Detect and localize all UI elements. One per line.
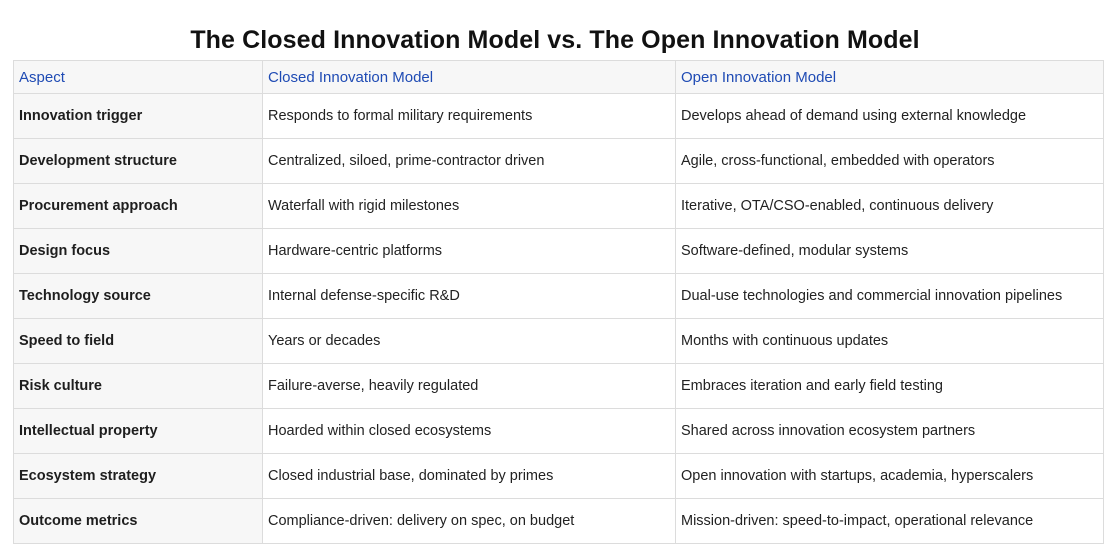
closed-model-cell: Centralized, siloed, prime-contractor dr… — [262, 138, 676, 184]
table-row: Technology source Internal defense-speci… — [13, 273, 1104, 319]
aspect-cell: Risk culture — [13, 363, 263, 409]
open-model-cell: Embraces iteration and early field testi… — [675, 363, 1104, 409]
header-open-model: Open Innovation Model — [675, 60, 1104, 94]
aspect-cell: Design focus — [13, 228, 263, 274]
open-model-cell: Dual-use technologies and commercial inn… — [675, 273, 1104, 319]
table-row: Risk culture Failure-averse, heavily reg… — [13, 363, 1104, 409]
aspect-cell: Innovation trigger — [13, 93, 263, 139]
table-row: Intellectual property Hoarded within clo… — [13, 408, 1104, 454]
aspect-cell: Development structure — [13, 138, 263, 184]
header-closed-model: Closed Innovation Model — [262, 60, 676, 94]
header-aspect: Aspect — [13, 60, 263, 94]
closed-model-cell: Responds to formal military requirements — [262, 93, 676, 139]
table-row: Ecosystem strategy Closed industrial bas… — [13, 453, 1104, 499]
closed-model-cell: Failure-averse, heavily regulated — [262, 363, 676, 409]
table-row: Speed to field Years or decades Months w… — [13, 318, 1104, 364]
open-model-cell: Agile, cross-functional, embedded with o… — [675, 138, 1104, 184]
aspect-cell: Intellectual property — [13, 408, 263, 454]
table-row: Innovation trigger Responds to formal mi… — [13, 93, 1104, 139]
aspect-cell: Procurement approach — [13, 183, 263, 229]
table-row: Design focus Hardware-centric platforms … — [13, 228, 1104, 274]
closed-model-cell: Compliance-driven: delivery on spec, on … — [262, 498, 676, 544]
aspect-cell: Ecosystem strategy — [13, 453, 263, 499]
open-model-cell: Shared across innovation ecosystem partn… — [675, 408, 1104, 454]
table-row: Development structure Centralized, siloe… — [13, 138, 1104, 184]
open-model-cell: Develops ahead of demand using external … — [675, 93, 1104, 139]
open-model-cell: Open innovation with startups, academia,… — [675, 453, 1104, 499]
table-header-row: Aspect Closed Innovation Model Open Inno… — [13, 60, 1104, 94]
closed-model-cell: Hardware-centric platforms — [262, 228, 676, 274]
table-row: Procurement approach Waterfall with rigi… — [13, 183, 1104, 229]
closed-model-cell: Waterfall with rigid milestones — [262, 183, 676, 229]
open-model-cell: Months with continuous updates — [675, 318, 1104, 364]
comparison-table: Aspect Closed Innovation Model Open Inno… — [13, 60, 1104, 544]
open-model-cell: Software-defined, modular systems — [675, 228, 1104, 274]
closed-model-cell: Hoarded within closed ecosystems — [262, 408, 676, 454]
aspect-cell: Speed to field — [13, 318, 263, 364]
aspect-cell: Technology source — [13, 273, 263, 319]
closed-model-cell: Years or decades — [262, 318, 676, 364]
open-model-cell: Mission-driven: speed-to-impact, operati… — [675, 498, 1104, 544]
aspect-cell: Outcome metrics — [13, 498, 263, 544]
closed-model-cell: Internal defense-specific R&D — [262, 273, 676, 319]
closed-model-cell: Closed industrial base, dominated by pri… — [262, 453, 676, 499]
open-model-cell: Iterative, OTA/CSO-enabled, continuous d… — [675, 183, 1104, 229]
table-row: Outcome metrics Compliance-driven: deliv… — [13, 498, 1104, 544]
page-title: The Closed Innovation Model vs. The Open… — [190, 25, 920, 54]
